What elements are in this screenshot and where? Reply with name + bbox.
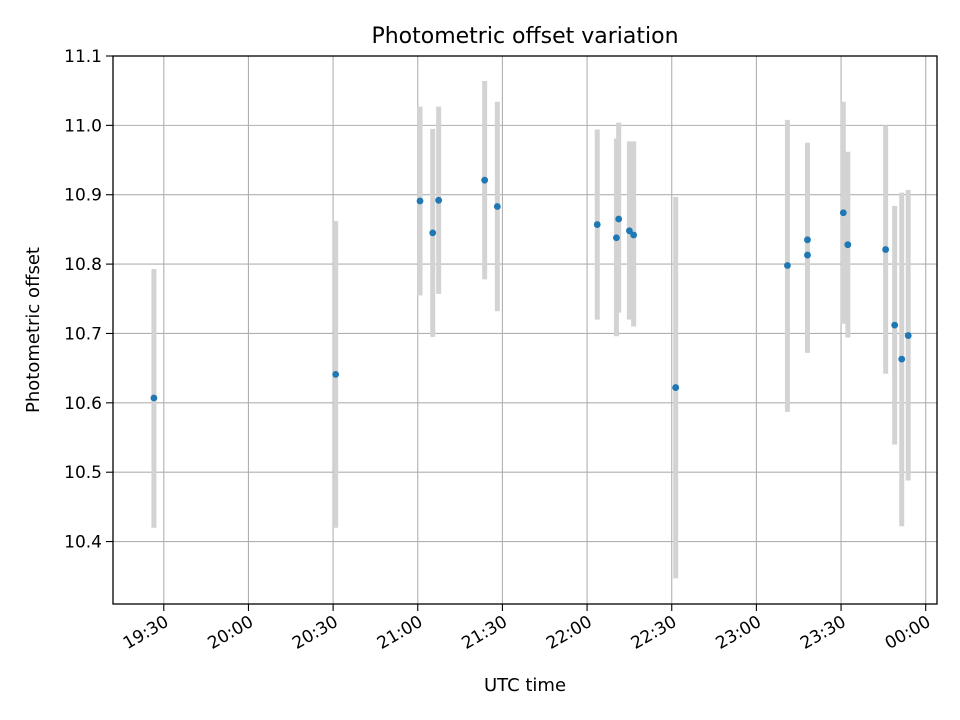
data-point (804, 236, 811, 244)
data-point (593, 221, 601, 228)
data-point (839, 209, 847, 217)
y-tick-label: 10.7 (64, 324, 102, 344)
data-point (672, 384, 680, 391)
data-point (882, 246, 890, 253)
y-axis: 10.4 10.5 10.6 10.7 10.8 10.9 11.0 11.1 (64, 47, 113, 553)
data-point (613, 234, 620, 242)
x-axis-label: UTC time (484, 675, 566, 696)
data-point (481, 176, 489, 184)
data-point (332, 370, 340, 378)
data-point (435, 196, 443, 204)
data-point (493, 203, 501, 210)
data-point (898, 355, 906, 363)
y-tick-label: 11.1 (64, 47, 102, 67)
data-point (615, 215, 623, 223)
y-tick-label: 10.8 (64, 255, 102, 275)
data-point (891, 321, 899, 329)
data-point (784, 262, 791, 269)
y-tick-label: 10.4 (64, 533, 102, 553)
data-point (416, 197, 424, 205)
y-tick-label: 10.5 (64, 463, 102, 483)
data-point (150, 394, 158, 402)
data-point (844, 241, 852, 249)
data-point (626, 227, 633, 235)
y-tick-label: 10.9 (64, 186, 102, 206)
data-points (150, 176, 912, 402)
y-axis-label: Photometric offset (23, 247, 44, 413)
y-tick-label: 10.6 (64, 394, 102, 414)
data-point (630, 231, 638, 239)
data-point (429, 229, 437, 237)
y-tick-label: 11.0 (64, 116, 102, 136)
data-point (804, 251, 811, 259)
data-point (904, 332, 912, 339)
chart-title: Photometric offset variation (371, 24, 678, 49)
plot-frame (112, 55, 938, 605)
